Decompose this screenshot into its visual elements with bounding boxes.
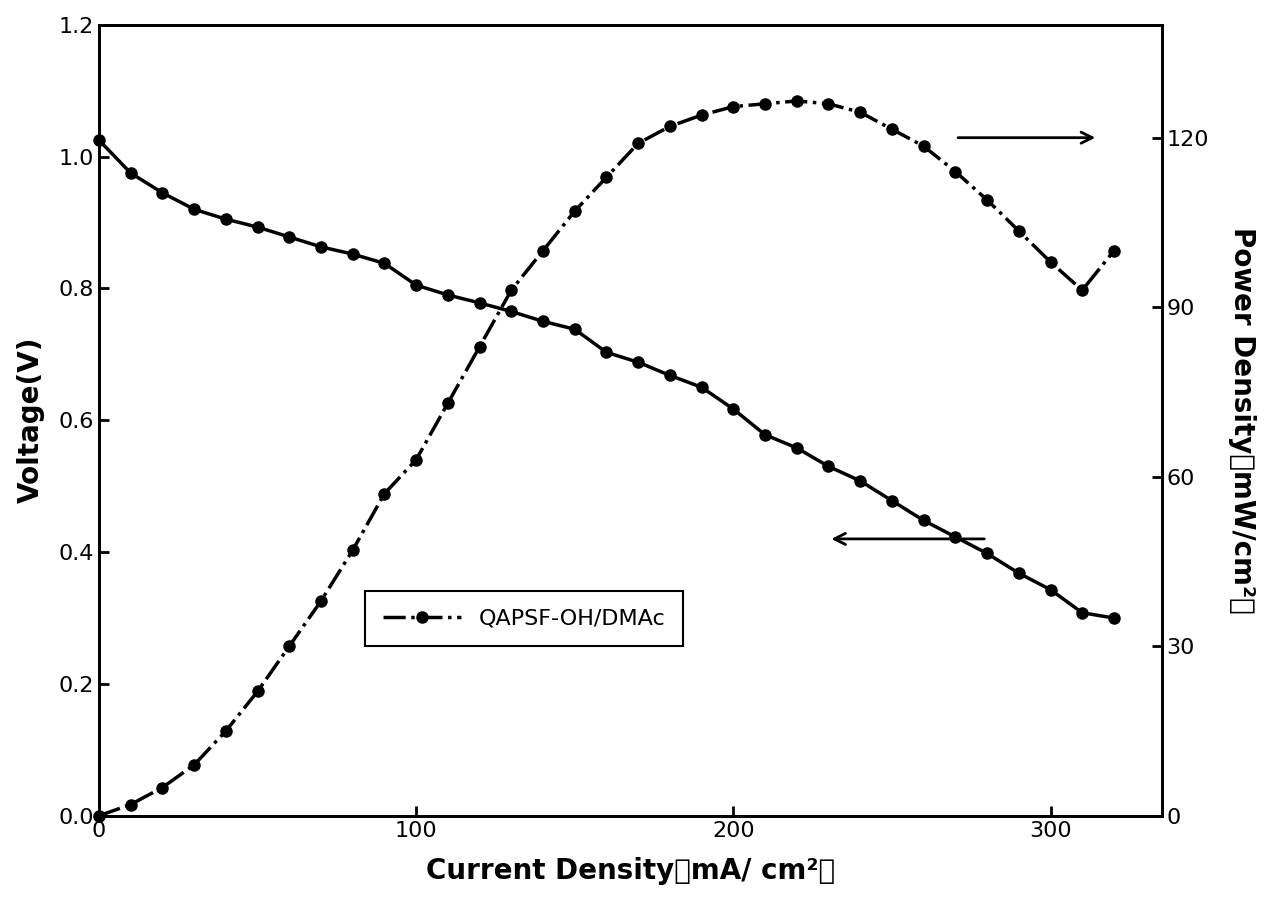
Y-axis label: Power Density（mW/cm²）: Power Density（mW/cm²）	[1228, 227, 1256, 613]
X-axis label: Current Density（mA/ cm²）: Current Density（mA/ cm²）	[425, 857, 835, 886]
Legend: QAPSF-OH/DMAc: QAPSF-OH/DMAc	[365, 591, 682, 647]
Y-axis label: Voltage(V): Voltage(V)	[17, 337, 45, 503]
